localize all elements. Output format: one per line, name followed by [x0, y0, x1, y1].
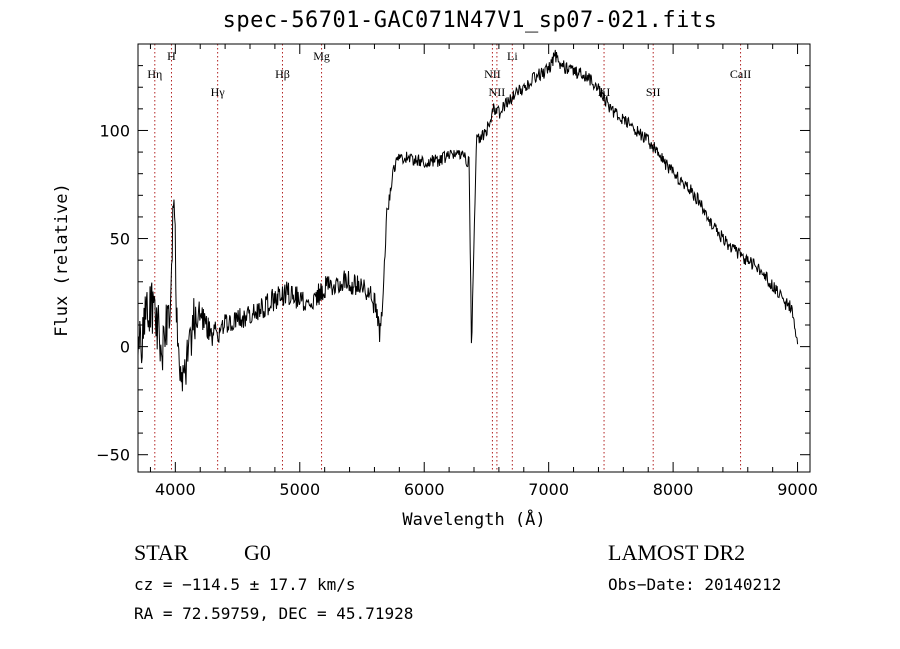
line-label-7: Li	[507, 49, 518, 63]
line-label-6: NII	[489, 85, 506, 99]
object-class: STAR	[134, 540, 189, 565]
y-axis-label: Flux (relative)	[52, 183, 72, 337]
line-label-1: H	[167, 49, 176, 63]
observation-date: Obs−Date: 20140212	[608, 575, 782, 594]
redshift-readout: cz = −114.5 ± 17.7 km/s	[134, 575, 356, 594]
line-label-10: CaII	[730, 67, 751, 81]
x-axis-label: Wavelength (Å)	[402, 510, 546, 530]
x-tick-label-7000: 7000	[528, 480, 569, 499]
line-label-4: Mg	[313, 49, 330, 63]
line-label-3: Hβ	[275, 67, 290, 81]
coordinates-readout: RA = 72.59759, DEC = 45.71928	[134, 604, 414, 623]
x-tick-label-6000: 6000	[404, 480, 445, 499]
y-tick-label--50: −50	[96, 446, 130, 465]
line-label-2: Hγ	[211, 85, 226, 99]
chart-title: spec-56701-GAC071N47V1_sp07-021.fits	[222, 8, 718, 33]
x-tick-label-4000: 4000	[155, 480, 196, 499]
spectrum-line	[137, 49, 799, 392]
y-tick-label-50: 50	[110, 230, 130, 249]
x-tick-label-9000: 9000	[777, 480, 818, 499]
y-tick-label-100: 100	[99, 121, 130, 140]
object-subclass: G0	[244, 540, 271, 565]
line-label-5: NII	[484, 67, 501, 81]
line-label-9: SII	[646, 85, 661, 99]
x-tick-label-5000: 5000	[279, 480, 320, 499]
y-tick-label-0: 0	[120, 338, 130, 357]
survey-name: LAMOST DR2	[608, 540, 746, 565]
x-tick-label-8000: 8000	[653, 480, 694, 499]
line-label-0: Hη	[147, 67, 162, 81]
